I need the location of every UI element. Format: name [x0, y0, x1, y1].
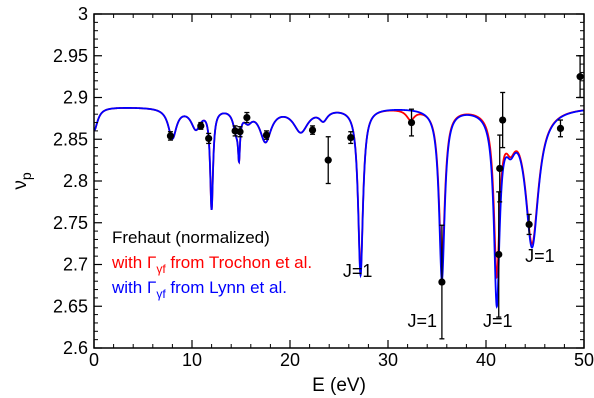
x-tick-label: 50 — [574, 350, 594, 370]
data-point — [262, 131, 271, 139]
resonance-annotation: J=1 — [408, 311, 438, 331]
legend-entry-prefix: with — [111, 278, 147, 297]
y-axis-label-subscript: p — [18, 172, 34, 180]
legend-entry-symbol: Γ — [147, 253, 156, 272]
data-point — [308, 126, 317, 134]
resonance-annotation: J=1 — [525, 246, 555, 266]
legend-entry-suffix: from Lynn et al. — [166, 278, 287, 297]
legend-entry-symbol: Γ — [147, 278, 156, 297]
data-point — [499, 116, 507, 124]
data-point — [166, 132, 175, 140]
y-tick-label: 2.75 — [53, 213, 88, 233]
legend-entry: with Γγf from Trochon et al. — [111, 253, 312, 276]
y-tick-label: 2.65 — [53, 296, 88, 316]
legend-entry-suffix: from Trochon et al. — [166, 253, 312, 272]
data-point — [576, 73, 584, 81]
data-point — [438, 278, 446, 286]
x-tick-label: 30 — [378, 350, 398, 370]
data-point — [324, 156, 332, 164]
data-point — [407, 118, 416, 127]
x-tick-label: 40 — [476, 350, 496, 370]
legend: Frehaut (normalized) with Γγf from Trocho… — [111, 228, 312, 301]
axis-ticks: 0 10 20 30 40 50 2.6 2.65 2.7 2.75 2.8 2.85 2.9 2.95 3 — [53, 4, 594, 370]
data-point — [347, 133, 355, 142]
y-tick-label: 2.85 — [53, 129, 88, 149]
data-point — [496, 164, 504, 173]
legend-entry: with Γγf from Lynn et al. — [111, 278, 287, 301]
x-tick-label: 20 — [280, 350, 300, 370]
x-tick-label: 10 — [182, 350, 202, 370]
data-point — [525, 220, 533, 229]
y-tick-label: 2.8 — [63, 171, 88, 191]
legend-entry: Frehaut (normalized) — [112, 228, 270, 247]
x-tick-label: 0 — [89, 350, 99, 370]
legend-entry-subscript: γf — [156, 262, 166, 276]
data-point — [205, 134, 213, 143]
data-point — [197, 122, 205, 130]
data-point — [236, 128, 244, 136]
data-point — [243, 113, 251, 122]
y-tick-label: 2.6 — [63, 338, 88, 358]
data-point — [495, 250, 503, 259]
plot-area — [94, 55, 584, 340]
y-axis-label: νp — [10, 172, 34, 190]
y-tick-label: 2.9 — [63, 88, 88, 108]
y-axis-label-main: ν — [10, 180, 31, 190]
y-tick-label: 2.7 — [63, 255, 88, 275]
annotations: J=1 J=1 J=1 J=1 — [343, 246, 555, 331]
legend-entry-subscript: γf — [156, 287, 166, 301]
x-axis-label: E (eV) — [312, 375, 366, 396]
y-tick-label: 3 — [78, 4, 88, 24]
resonance-annotation: J=1 — [343, 261, 373, 281]
data-point — [556, 124, 565, 132]
legend-entry-prefix: with — [111, 253, 147, 272]
series-line-lynn — [94, 107, 584, 309]
y-tick-label: 2.95 — [53, 46, 88, 66]
resonance-annotation: J=1 — [483, 311, 513, 331]
